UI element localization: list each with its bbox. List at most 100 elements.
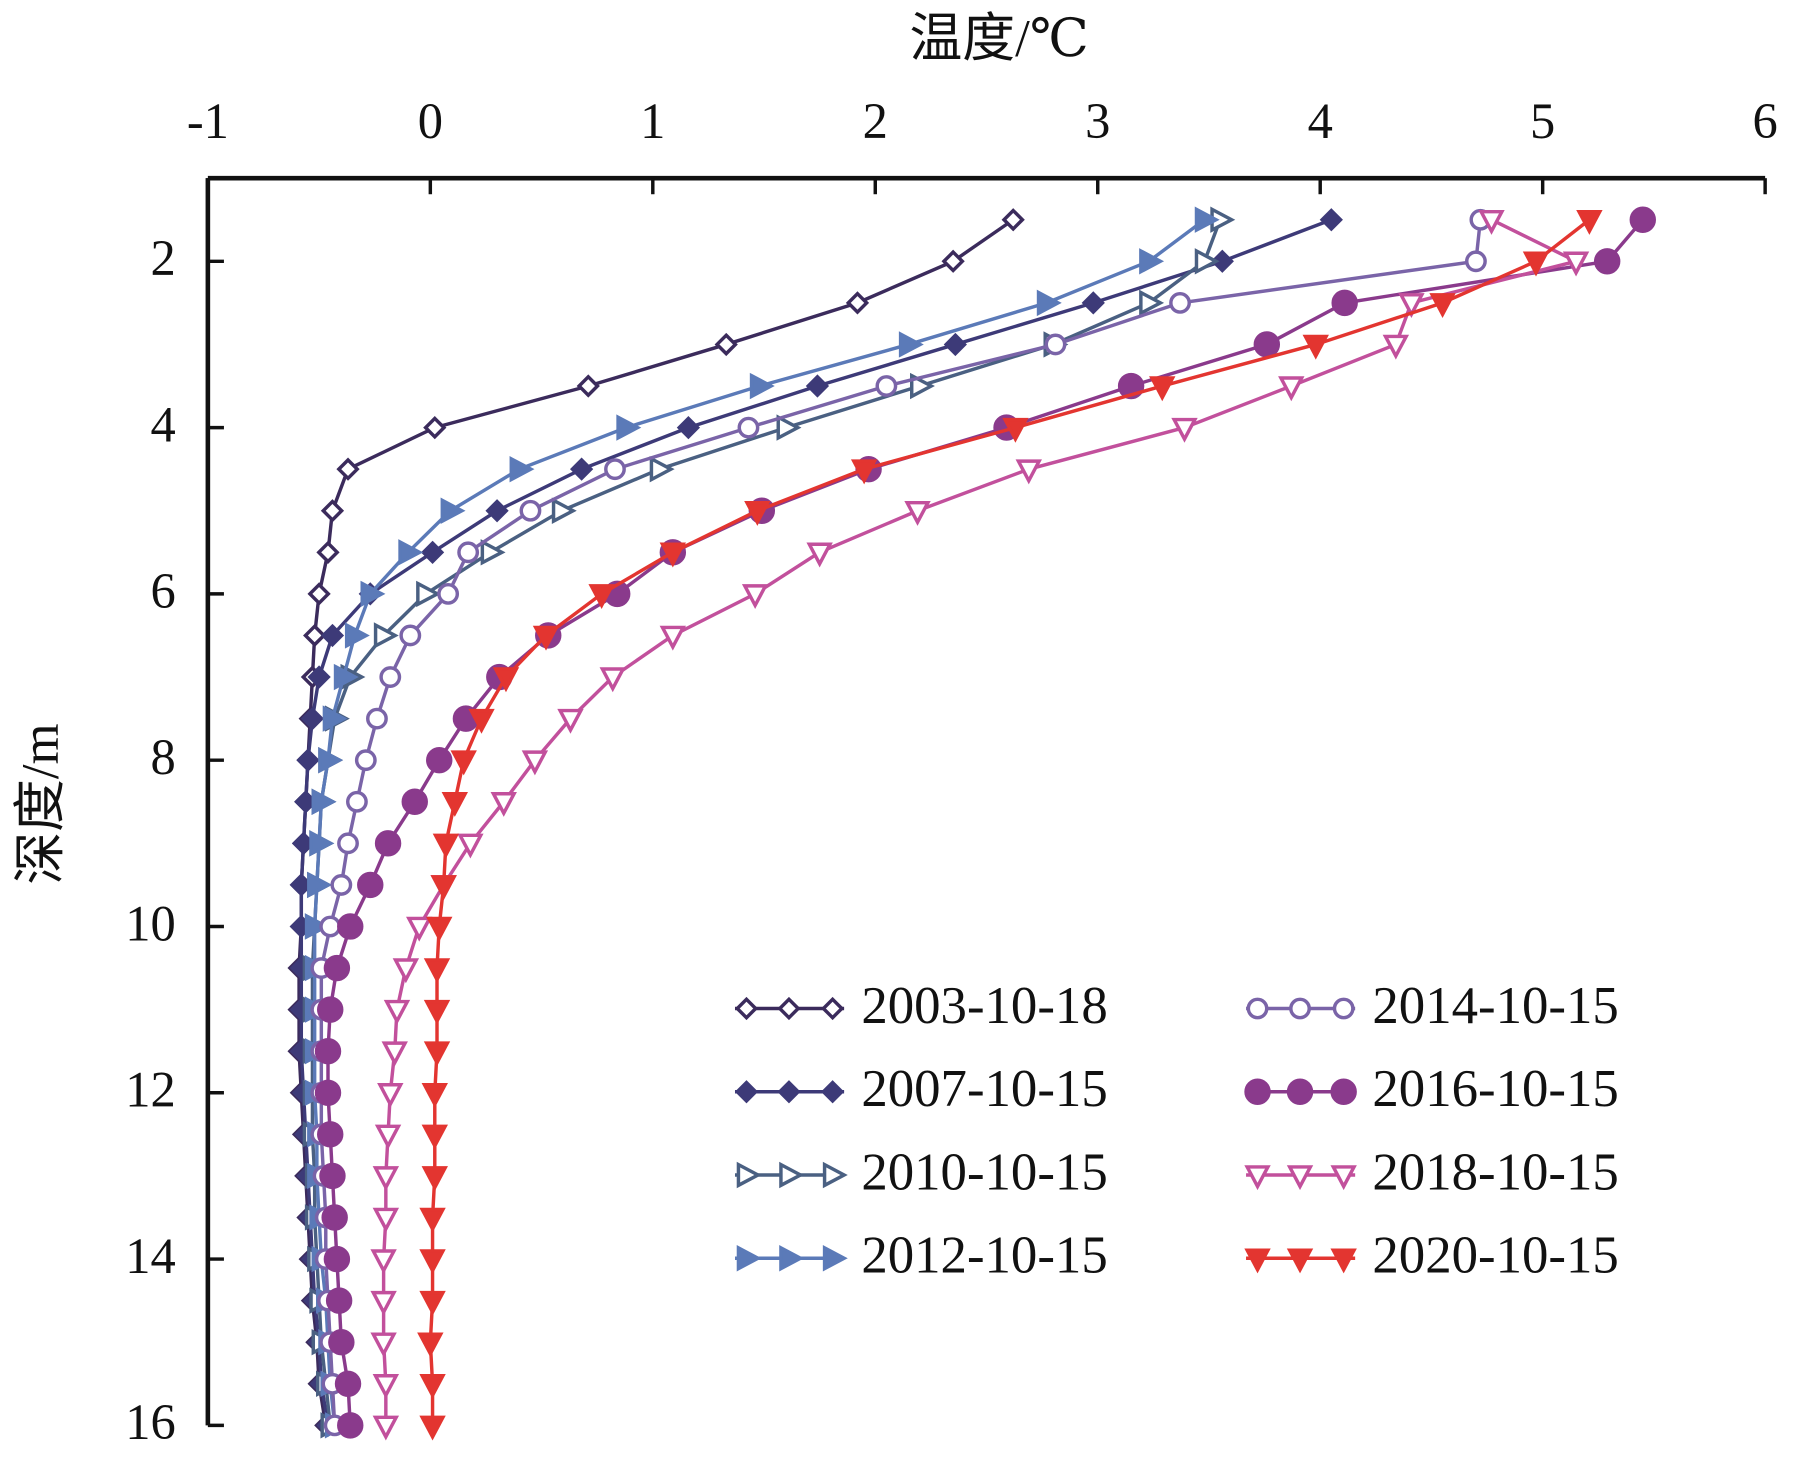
- marker: [328, 1329, 355, 1356]
- marker: [320, 499, 345, 523]
- marker: [336, 457, 360, 481]
- marker: [423, 958, 451, 984]
- marker: [318, 746, 344, 774]
- marker: [1465, 250, 1487, 273]
- marker: [519, 499, 542, 522]
- marker: [450, 750, 477, 776]
- marker: [1244, 1078, 1271, 1105]
- marker: [616, 414, 642, 441]
- marker: [311, 788, 337, 815]
- marker: [430, 875, 457, 901]
- marker: [303, 623, 327, 648]
- legend-label: 2012-10-15: [861, 1227, 1107, 1285]
- marker: [1044, 333, 1067, 356]
- marker: [420, 540, 445, 564]
- series-line: [299, 218, 1332, 1426]
- marker: [744, 500, 771, 526]
- marker: [468, 708, 495, 734]
- legend-label: 2014-10-15: [1372, 977, 1618, 1035]
- series: [417, 209, 1603, 1441]
- marker: [1036, 289, 1062, 317]
- y-tick-label: 14: [125, 1228, 176, 1284]
- legend-label: 2007-10-15: [861, 1060, 1107, 1118]
- marker: [323, 954, 351, 982]
- marker: [1286, 1248, 1314, 1274]
- marker: [317, 996, 344, 1023]
- marker: [296, 748, 320, 772]
- marker: [490, 791, 517, 817]
- marker: [437, 582, 460, 605]
- marker: [1562, 251, 1590, 277]
- legend-label: 2016-10-15: [1372, 1060, 1618, 1118]
- marker: [741, 584, 769, 610]
- marker: [845, 291, 870, 315]
- x-axis-title: 温度/℃: [909, 10, 1088, 68]
- marker: [777, 996, 801, 1021]
- marker: [1001, 208, 1025, 232]
- marker: [822, 1161, 848, 1189]
- marker: [1319, 208, 1343, 232]
- marker: [480, 539, 506, 566]
- marker: [1331, 289, 1358, 317]
- marker: [370, 1249, 397, 1275]
- marker: [779, 1245, 805, 1272]
- y-tick-label: 2: [150, 230, 175, 286]
- marker: [485, 499, 509, 523]
- marker: [1015, 459, 1042, 485]
- marker: [374, 1124, 402, 1150]
- marker: [1332, 997, 1355, 1020]
- marker: [1139, 248, 1165, 275]
- marker: [372, 1207, 400, 1233]
- y-axis-title: 深度/m: [12, 723, 70, 884]
- marker: [423, 1041, 451, 1067]
- marker: [1246, 997, 1269, 1020]
- marker: [441, 791, 469, 817]
- marker: [676, 415, 701, 440]
- marker: [941, 249, 965, 273]
- legend-label: 2003-10-18: [861, 977, 1107, 1035]
- marker: [307, 871, 333, 899]
- marker: [319, 915, 342, 938]
- marker: [659, 625, 687, 651]
- marker: [330, 873, 353, 896]
- marker: [1478, 209, 1505, 235]
- marker: [734, 996, 759, 1021]
- marker: [421, 1124, 448, 1150]
- marker: [1286, 1165, 1314, 1191]
- marker: [419, 1415, 446, 1441]
- marker: [383, 999, 411, 1025]
- x-tick-label: 4: [1308, 93, 1333, 149]
- marker: [323, 1245, 351, 1273]
- marker: [1330, 1165, 1357, 1191]
- y-tick-label: 4: [150, 396, 175, 452]
- marker: [776, 414, 802, 441]
- marker: [749, 372, 775, 400]
- marker: [737, 416, 760, 439]
- marker: [372, 1415, 400, 1441]
- marker: [314, 1037, 342, 1065]
- y-tick-label: 12: [125, 1062, 176, 1118]
- marker: [357, 871, 384, 899]
- marker: [421, 1166, 448, 1192]
- marker: [898, 331, 924, 358]
- x-tick-label: 5: [1530, 93, 1555, 149]
- marker: [649, 455, 675, 483]
- y-tick-label: 6: [150, 563, 175, 619]
- marker: [401, 788, 428, 815]
- marker: [317, 1121, 344, 1148]
- marker: [416, 580, 442, 608]
- marker: [1169, 291, 1191, 314]
- marker: [1171, 417, 1198, 443]
- marker: [346, 790, 368, 813]
- marker: [333, 663, 359, 691]
- marker: [850, 459, 878, 485]
- marker: [659, 542, 687, 568]
- marker: [551, 497, 577, 524]
- marker: [1286, 1078, 1314, 1105]
- marker: [316, 540, 340, 564]
- marker: [334, 1370, 362, 1397]
- marker: [736, 1161, 762, 1189]
- y-tick-label: 8: [150, 729, 175, 785]
- x-tick-label: 2: [863, 93, 888, 149]
- marker: [1194, 206, 1220, 233]
